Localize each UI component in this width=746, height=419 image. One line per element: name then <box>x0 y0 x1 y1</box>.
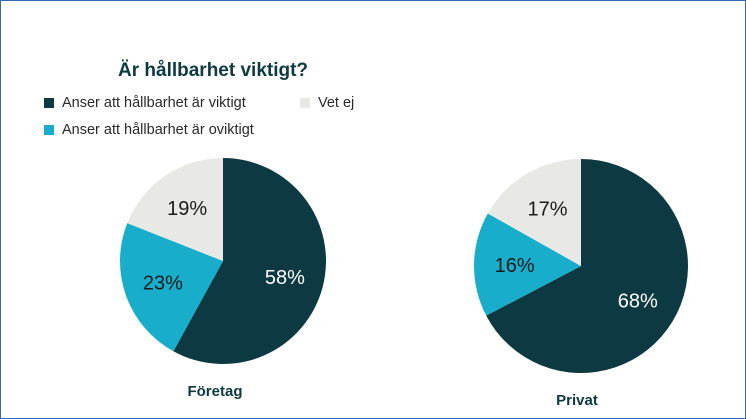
pie-slice-1-2 <box>487 159 581 266</box>
pie-slice-0-1 <box>119 223 223 352</box>
pie-label-1-0: 68% <box>618 290 658 312</box>
chart-title: Är hållbarhet viktigt? <box>118 60 309 81</box>
pie-label-1-1: 16% <box>495 255 535 277</box>
legend-item-oviktigt: Anser att hållbarhet är oviktigt <box>44 122 254 138</box>
legend-swatch-vet-ej <box>300 98 310 108</box>
pie-slice-1-1 <box>474 213 581 316</box>
legend-item-vet-ej: Vet ej <box>300 95 354 111</box>
pie-caption-0: Företag <box>187 383 242 400</box>
pie-label-0-0: 58% <box>265 267 305 289</box>
pie-caption-1: Privat <box>556 392 598 409</box>
legend-swatch-viktigt <box>44 98 54 108</box>
legend-label-oviktigt: Anser att hållbarhet är oviktigt <box>62 122 254 138</box>
pie-label-0-1: 23% <box>143 273 183 295</box>
legend-swatch-oviktigt <box>44 125 54 135</box>
pie-label-1-2: 17% <box>528 199 568 221</box>
legend-item-viktigt: Anser att hållbarhet är viktigt <box>44 95 246 111</box>
legend-label-viktigt: Anser att hållbarhet är viktigt <box>62 95 246 111</box>
legend-label-vet-ej: Vet ej <box>318 95 355 111</box>
pie-slice-1-0 <box>486 159 688 373</box>
pie-slice-0-0 <box>173 158 326 364</box>
pie-label-0-2: 19% <box>167 198 207 220</box>
pie-slice-0-2 <box>127 158 223 261</box>
